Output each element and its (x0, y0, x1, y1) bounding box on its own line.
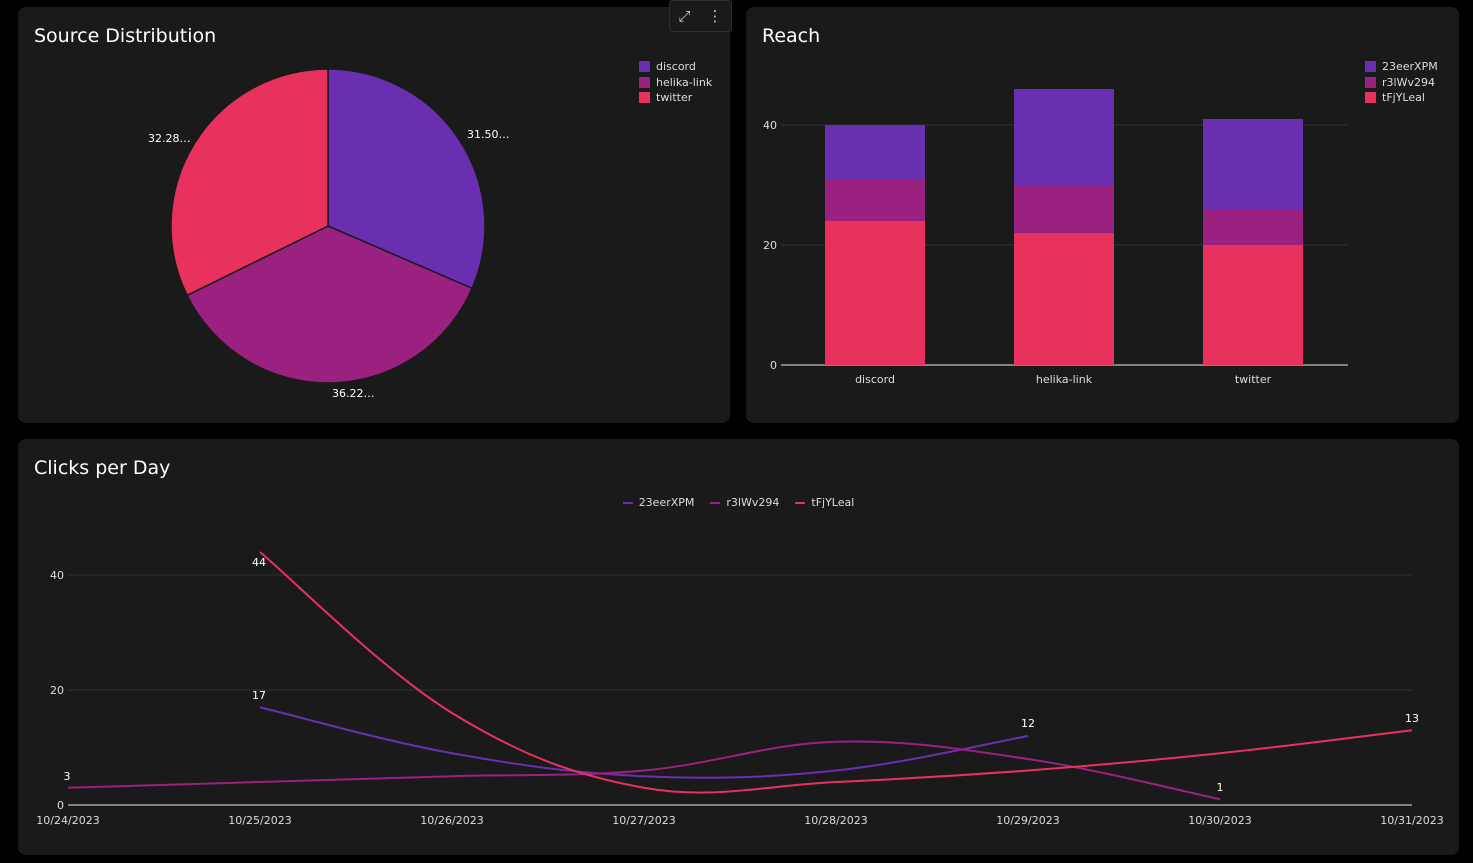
legend-swatch (1365, 61, 1376, 73)
legend-swatch (1365, 92, 1376, 104)
data-label: 3 (64, 770, 71, 783)
panel-title: Source Distribution (34, 25, 217, 47)
y-tick-label: 40 (763, 119, 777, 132)
legend-swatch (1365, 76, 1376, 88)
legend-label: tFjYLeal (811, 496, 855, 509)
x-tick-label: 10/27/2023 (612, 814, 675, 827)
slice-label: 31.50… (467, 128, 510, 141)
data-label: 12 (1021, 717, 1035, 730)
pie-slice-twitter[interactable] (170, 68, 329, 297)
legend-label: 23eerXPM (638, 496, 695, 509)
bar-segment-tFjYLeal[interactable] (825, 221, 925, 365)
legend-item[interactable]: tFjYLeal (1365, 90, 1438, 106)
legend-item[interactable]: twitter (639, 90, 712, 106)
series-line-tFjYLeal[interactable] (259, 551, 1413, 794)
bar-chart: 0 20 40 discord helika-link twitter (763, 89, 1348, 386)
legend-item[interactable]: discord (639, 59, 712, 75)
bar-segment-23eerXPM[interactable] (825, 125, 925, 179)
legend-swatch (639, 61, 650, 73)
bar-segment-r3lWv294[interactable] (1014, 185, 1114, 233)
y-tick-label: 20 (763, 239, 777, 252)
data-label: 17 (252, 689, 266, 702)
expand-icon[interactable]: ⤢ (678, 7, 691, 25)
legend-item[interactable]: r3lWv294 (1365, 75, 1438, 91)
y-tick-label: 0 (57, 799, 64, 812)
line-chart: 0 20 40 10/24/2023 10/25/2023 10/26/2023… (36, 551, 1444, 827)
x-tick-label: 10/24/2023 (36, 814, 99, 827)
slice-label: 32.28… (148, 132, 191, 145)
legend-item[interactable]: r3lWv294 (710, 496, 779, 509)
x-tick-label: 10/25/2023 (228, 814, 291, 827)
series-line-23eerXPM[interactable] (259, 706, 1029, 779)
data-label: 13 (1405, 712, 1419, 725)
x-tick-label: 10/29/2023 (996, 814, 1059, 827)
legend-label: discord (656, 60, 696, 74)
legend-label: r3lWv294 (726, 496, 780, 509)
legend-item[interactable]: 23eerXPM (622, 496, 695, 509)
more-vertical-icon[interactable]: ⋮ (707, 7, 723, 25)
legend-item[interactable]: helika-link (639, 75, 712, 91)
x-tick-label: 10/30/2023 (1188, 814, 1251, 827)
data-label: 44 (252, 556, 266, 569)
pie-slice-discord[interactable] (327, 68, 486, 290)
data-label: 1 (1217, 781, 1224, 794)
legend-label: helika-link (656, 75, 713, 89)
slice-label: 36.22… (332, 387, 375, 400)
legend-swatch (639, 92, 650, 104)
y-tick-label: 0 (770, 359, 777, 372)
legend-label: r3lWv294 (1382, 75, 1435, 89)
bar-segment-23eerXPM[interactable] (1203, 119, 1303, 209)
clicks-per-day-panel: Clicks per Day 23eerXPM r3lWv294 tFjYLea… (18, 439, 1459, 855)
legend-item[interactable]: tFjYLeal (795, 496, 854, 509)
bar-segment-tFjYLeal[interactable] (1014, 233, 1114, 365)
legend-swatch (639, 76, 650, 88)
panel-title: Reach (762, 25, 821, 47)
reach-panel: Reach 23eerXPM r3lWv294 tFjYLeal 0 20 40… (746, 7, 1459, 423)
source-distribution-panel: Source Distribution discord helika-link … (18, 7, 730, 423)
legend-item[interactable]: 23eerXPM (1365, 59, 1438, 75)
chart-toolbar: ⤢ ⋮ (669, 0, 732, 32)
x-tick-label: 10/28/2023 (804, 814, 867, 827)
series-line-r3lWv294[interactable] (67, 740, 1221, 801)
y-tick-label: 40 (50, 569, 64, 582)
bar-segment-r3lWv294[interactable] (825, 179, 925, 221)
legend-label: twitter (656, 91, 693, 105)
legend-line (710, 501, 721, 504)
x-tick-label: discord (855, 373, 895, 386)
pie-chart: 31.50… 36.22… 32.28… (148, 68, 510, 400)
bar-segment-r3lWv294[interactable] (1203, 209, 1303, 245)
legend-label: 23eerXPM (1382, 60, 1438, 74)
chart-legend: discord helika-link twitter (639, 59, 712, 106)
pie-slice-helika-link[interactable] (186, 225, 474, 384)
x-tick-label: 10/31/2023 (1380, 814, 1443, 827)
y-tick-label: 20 (50, 684, 64, 697)
x-tick-label: 10/26/2023 (420, 814, 483, 827)
chart-legend: 23eerXPM r3lWv294 tFjYLeal (1365, 59, 1438, 106)
x-tick-label: twitter (1235, 373, 1272, 386)
x-tick-label: helika-link (1036, 373, 1093, 386)
bar-segment-tFjYLeal[interactable] (1203, 245, 1303, 365)
chart-legend: 23eerXPM r3lWv294 tFjYLeal (18, 496, 1459, 509)
bar-segment-23eerXPM[interactable] (1014, 89, 1114, 185)
legend-label: tFjYLeal (1382, 91, 1425, 105)
panel-title: Clicks per Day (34, 457, 171, 479)
legend-line (795, 501, 806, 504)
legend-line (622, 501, 633, 504)
